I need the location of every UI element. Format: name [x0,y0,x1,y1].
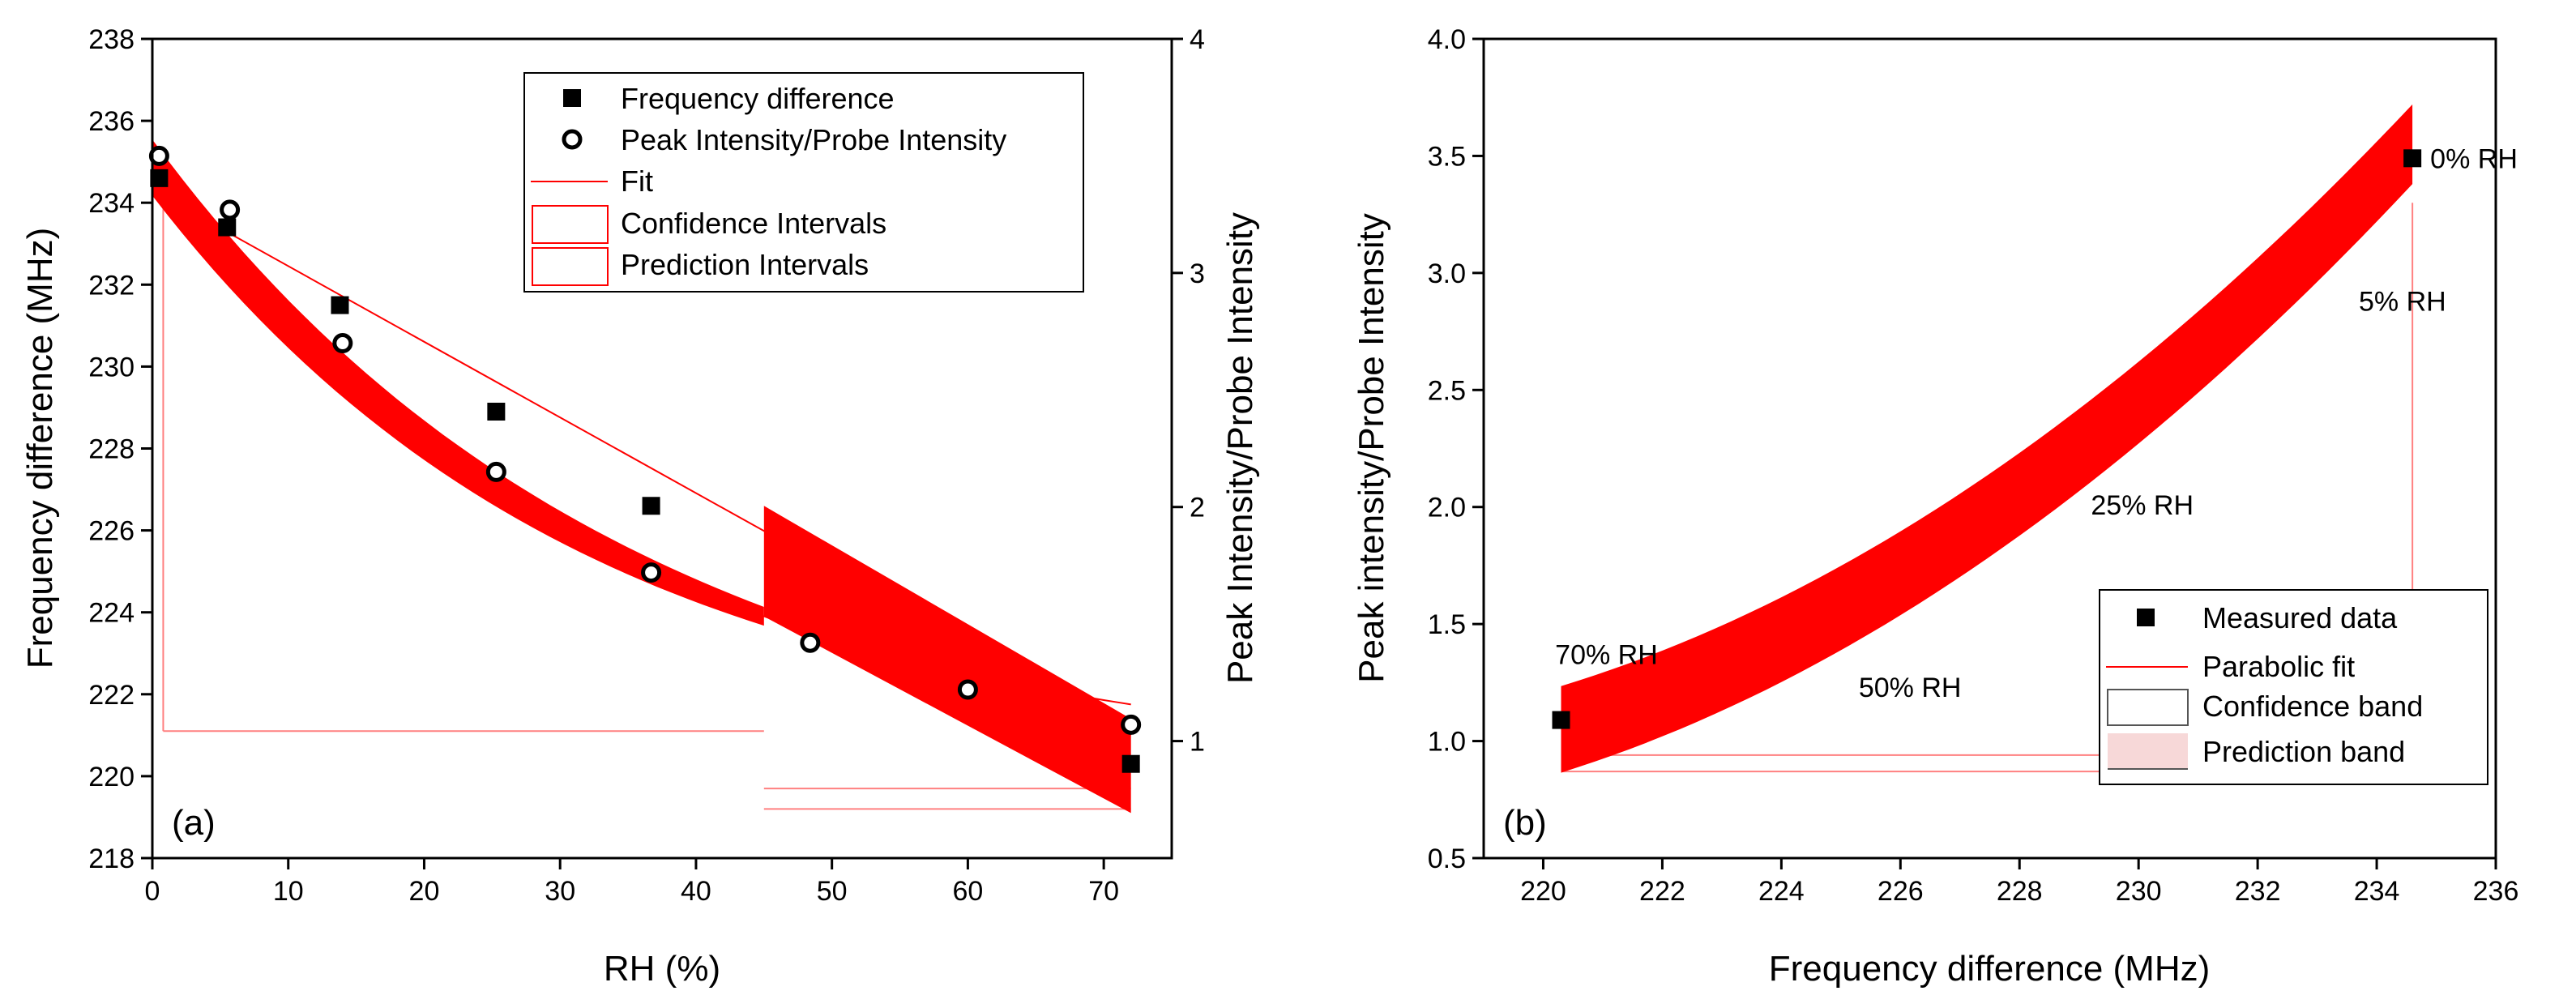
chart-b-x-tick-label: 236 [2473,876,2519,907]
chart-b-y-tick-label: 3.5 [1428,141,1466,172]
chart-a-legend-symbol-confidence [532,205,609,244]
chart-b-legend-label-1: Measured data [2202,601,2398,634]
chart-a-point-intensity [148,145,169,166]
chart-a-y2-tick-label: 1 [1190,727,1205,758]
chart-b-y-tick-label: 2.0 [1428,493,1466,523]
chart-a-x-tick-label: 0 [145,876,160,907]
chart-a-legend-box [523,72,1084,293]
chart-a-y-tick-label: 230 [88,352,135,382]
chart-a-x-tick-label: 50 [817,876,848,907]
chart-a-point-frequency [150,169,169,187]
chart-a-legend-symbol-prediction [532,247,609,286]
chart-a-point-frequency [331,296,349,314]
chart-a-y-tick-label: 228 [88,434,135,465]
chart-a-point-intensity [332,333,353,354]
chart-b-x-tick-label: 222 [1639,876,1685,907]
chart-a-point-frequency [487,403,506,421]
chart-b-annotation: 0% RH [2430,143,2518,174]
chart-b-plot-frame [1482,37,2497,860]
chart-a-y-tick-label: 232 [88,270,135,301]
chart-a-x-tick-label: 10 [273,876,304,907]
chart-a-legend-label-1: Frequency difference [621,82,895,115]
chart-b-y-tick-label: 1.5 [1428,609,1466,640]
chart-a-legend-symbol-circle [562,129,583,150]
chart-a-y2-tick-label: 3 [1190,258,1205,289]
chart-a: 0 10 20 30 40 50 60 70 218 220 222 224 226 228 230 232 2… [20,24,1260,989]
chart-b-y-tick-label: 2.5 [1428,375,1466,406]
chart-a-y-tick-label: 220 [88,762,135,792]
chart-b-x-tick-label: 230 [2116,876,2162,907]
chart-a-point-intensity [957,679,978,700]
chart-a-panel-label: (a) [172,803,216,843]
chart-b-y-tick-label: 0.5 [1428,844,1466,874]
chart-b-point-measured [2403,149,2422,168]
chart-a-point-intensity [641,562,662,583]
chart-b-y-axis-label: Peak intensity/Probe Intensity [1352,213,1391,683]
chart-b-legend-symbol-square [2137,609,2155,626]
chart-b-x-tick-label: 228 [1997,876,2043,907]
chart-b-x-tick-label: 224 [1758,876,1805,907]
chart-a-y-tick-label: 234 [88,188,135,219]
chart-a-x-tick-label: 40 [681,876,711,907]
chart-a-point-intensity [485,461,506,482]
chart-b-legend: Measured data Parabolic fit Confidence b… [2099,589,2488,785]
chart-a-fit-line-frequency [152,190,1132,737]
chart-a-legend-label-5: Prediction Intervals [621,248,869,281]
chart-b-annotation: 50% RH [1859,673,1962,703]
chart-a-y-tick-label: 218 [88,844,135,874]
chart-a-point-intensity [800,632,821,653]
chart-a-legend-label-3: Fit [621,164,653,198]
chart-b-annotation: 5% RH [2359,287,2446,318]
chart-a-legend-symbol-square [563,89,581,107]
chart-b-legend-symbol-confidence [2107,689,2189,726]
chart-b-x-tick-label: 232 [2235,876,2281,907]
chart-b-x-tick-label: 220 [1520,876,1566,907]
chart-b-annotation: 25% RH [2091,490,2194,521]
chart-a-fit-line-intensity [152,167,1131,706]
chart-a-x-axis-label: RH (%) [604,949,720,989]
chart-b-x-axis-label: Frequency difference (MHz) [1769,949,2211,989]
chart-b-legend-label-3: Confidence band [2202,690,2423,723]
chart-a-y2-axis-label: Peak Intensity/Probe Intensity [1220,212,1260,684]
chart-a-point-intensity [1121,714,1142,735]
chart-b-x-tick-label: 226 [1878,876,1924,907]
chart-a-y-tick-label: 226 [88,516,135,547]
chart-b-legend-label-4: Prediction band [2202,735,2405,768]
chart-a-legend: Frequency difference Peak Intensity/Prob… [523,72,1084,293]
chart-a-legend-label-2: Peak Intensity/Probe Intensity [621,123,1006,156]
chart-a-x-tick-label: 70 [1088,876,1119,907]
chart-a-point-frequency [1121,754,1140,773]
chart-b-y-tick-label: 4.0 [1428,24,1466,55]
chart-a-point-frequency [642,497,660,515]
chart-b-annotation: 70% RH [1555,640,1658,671]
chart-a-legend-label-4: Confidence Intervals [621,207,886,240]
chart-b-y-tick-label: 3.0 [1428,258,1466,289]
chart-a-y2-tick-label: 2 [1190,493,1205,523]
chart-a-point-frequency [218,218,237,237]
chart-a-x-tick-label: 20 [409,876,440,907]
chart-a-y-tick-label: 222 [88,680,135,711]
chart-a-point-intensity [220,199,241,220]
chart-a-y2-tick-label: 4 [1190,24,1205,55]
chart-a-y-tick-label: 236 [88,106,135,137]
chart-b-legend-label-2: Parabolic fit [2202,650,2355,683]
chart-a-y-tick-label: 224 [88,598,135,629]
chart-b-panel-label: (b) [1503,803,1547,843]
chart-b-confidence-band [1561,104,2413,773]
chart-a-y-axis-label: Frequency difference (MHz) [20,228,60,669]
chart-b-legend-symbol-prediction [2108,733,2188,769]
chart-a-x-tick-label: 60 [952,876,983,907]
chart-b: 0% RH 5% RH 25% RH 50% RH 70% RH 220 222 224 22… [1352,24,2518,989]
chart-a-x-tick-label: 30 [545,876,575,907]
chart-b-point-measured [1552,711,1570,729]
chart-a-y-tick-label: 238 [88,24,135,55]
chart-b-y-tick-label: 1.0 [1428,727,1466,758]
chart-b-x-tick-label: 234 [2354,876,2400,907]
